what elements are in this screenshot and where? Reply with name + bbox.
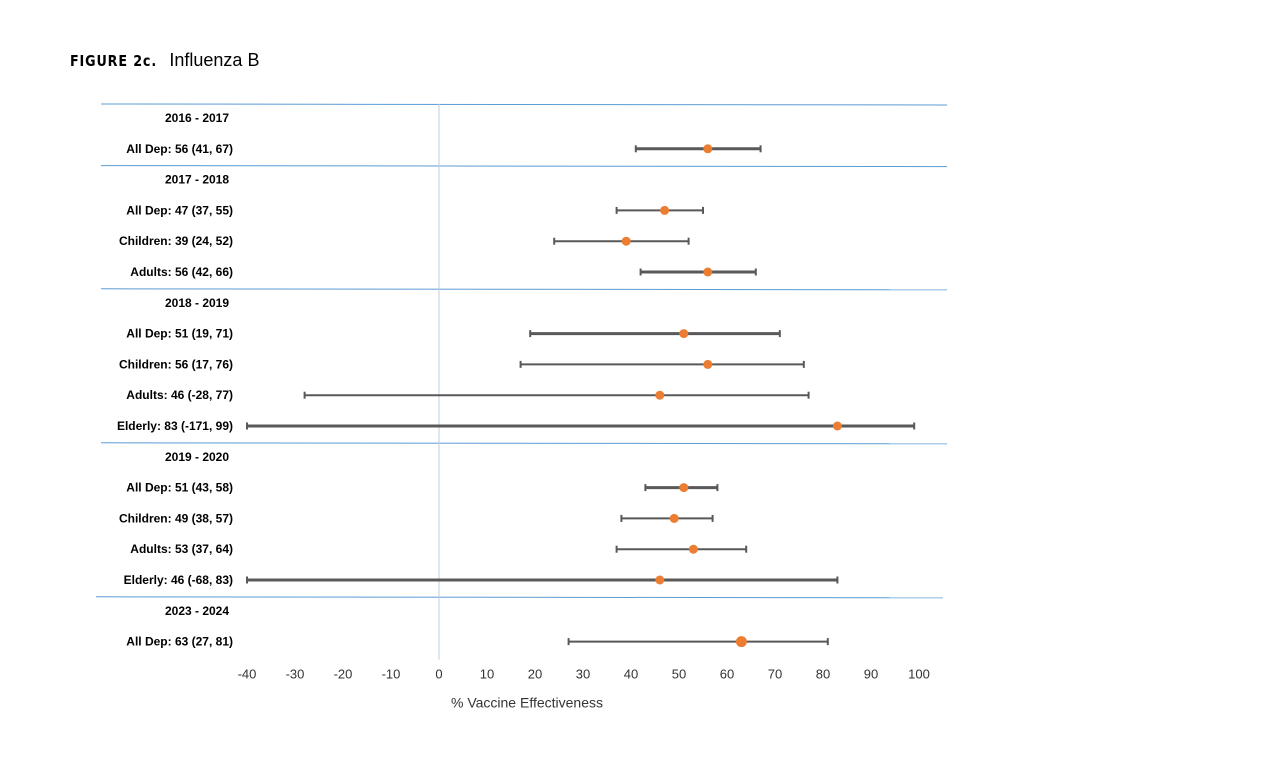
estimate-row: All Dep: 51 (19, 71) bbox=[126, 327, 781, 341]
x-tick-label: -10 bbox=[382, 667, 401, 682]
point-estimate bbox=[669, 513, 679, 523]
x-tick-label: 50 bbox=[672, 667, 686, 682]
estimate-row: Elderly: 83 (-171, 99) bbox=[117, 419, 916, 433]
point-estimate bbox=[679, 329, 689, 339]
season-label: 2016 - 2017 bbox=[165, 111, 229, 125]
group-header: 2019 - 2020 bbox=[165, 450, 229, 464]
figure-label: FIGURE 2c. bbox=[70, 52, 158, 70]
separator-line bbox=[100, 103, 948, 106]
x-axis-label: % Vaccine Effectiveness bbox=[451, 695, 603, 711]
estimate-row: All Dep: 56 (41, 67) bbox=[126, 142, 762, 156]
estimate-row: Adults: 56 (42, 66) bbox=[130, 265, 757, 279]
row-label: All Dep: 51 (43, 58) bbox=[126, 481, 233, 495]
point-estimate bbox=[655, 575, 665, 585]
season-label: 2018 - 2019 bbox=[165, 296, 229, 310]
group-header: 2023 - 2024 bbox=[165, 604, 229, 618]
season-label: 2023 - 2024 bbox=[165, 604, 229, 618]
x-tick-label: 90 bbox=[864, 667, 878, 682]
estimate-row: Adults: 53 (37, 64) bbox=[130, 542, 748, 556]
x-tick-label: -20 bbox=[334, 667, 353, 682]
point-estimate bbox=[703, 144, 713, 154]
estimate-row: Adults: 46 (-28, 77) bbox=[126, 388, 810, 402]
estimate-row: Children: 56 (17, 76) bbox=[119, 357, 805, 371]
row-label: All Dep: 63 (27, 81) bbox=[126, 635, 233, 649]
group-header: 2016 - 2017 bbox=[165, 111, 229, 125]
x-tick-label: 20 bbox=[528, 667, 542, 682]
x-axis: -40 -30 -20 -10 0 10 20 30 40 50 60 70 80 90 100 bbox=[238, 667, 930, 682]
separator-line bbox=[95, 596, 944, 599]
point-estimate bbox=[621, 236, 631, 246]
x-tick-label: 70 bbox=[768, 667, 782, 682]
row-label: All Dep: 47 (37, 55) bbox=[126, 203, 233, 217]
x-tick-label: -40 bbox=[238, 667, 257, 682]
row-label: Adults: 46 (-28, 77) bbox=[126, 388, 233, 402]
row-label: All Dep: 51 (19, 71) bbox=[126, 327, 233, 341]
point-estimate bbox=[832, 421, 842, 431]
group-header: 2018 - 2019 bbox=[165, 296, 229, 310]
separator-line bbox=[100, 288, 948, 291]
estimate-row: Children: 49 (38, 57) bbox=[119, 511, 714, 525]
separator-line bbox=[100, 165, 948, 168]
row-label: Elderly: 46 (-68, 83) bbox=[124, 573, 233, 587]
x-tick-label: 40 bbox=[624, 667, 638, 682]
plot-rows: 2016 - 2017 All Dep: 56 (41, 67) 2017 - 20… bbox=[117, 111, 916, 649]
row-label: Adults: 56 (42, 66) bbox=[130, 265, 233, 279]
point-estimate bbox=[703, 267, 713, 277]
x-tick-label: 80 bbox=[816, 667, 830, 682]
row-label: Adults: 53 (37, 64) bbox=[130, 542, 233, 556]
figure-title: FIGURE 2c. Influenza B bbox=[70, 50, 259, 71]
estimate-row: All Dep: 63 (27, 81) bbox=[126, 635, 829, 649]
season-label: 2017 - 2018 bbox=[165, 173, 229, 187]
separator-lines bbox=[95, 103, 948, 599]
point-estimate bbox=[679, 483, 689, 493]
figure-subtitle: Influenza B bbox=[169, 50, 260, 70]
row-label: Children: 49 (38, 57) bbox=[119, 511, 233, 525]
point-estimate bbox=[735, 636, 747, 648]
estimate-row: All Dep: 51 (43, 58) bbox=[126, 481, 719, 495]
group-header: 2017 - 2018 bbox=[165, 173, 229, 187]
x-tick-label: 10 bbox=[480, 667, 494, 682]
row-label: Elderly: 83 (-171, 99) bbox=[117, 419, 233, 433]
estimate-row: All Dep: 47 (37, 55) bbox=[126, 203, 704, 217]
x-tick-label: -30 bbox=[286, 667, 305, 682]
x-tick-label: 0 bbox=[435, 667, 442, 682]
estimate-row: Elderly: 46 (-68, 83) bbox=[124, 573, 839, 587]
row-label: All Dep: 56 (41, 67) bbox=[126, 142, 233, 156]
row-label: Children: 56 (17, 76) bbox=[119, 357, 233, 371]
point-estimate bbox=[655, 390, 665, 400]
row-label: Children: 39 (24, 52) bbox=[119, 234, 233, 248]
estimate-row: Children: 39 (24, 52) bbox=[119, 234, 690, 248]
x-tick-label: 30 bbox=[576, 667, 590, 682]
separator-line bbox=[100, 442, 948, 445]
point-estimate bbox=[703, 359, 713, 369]
point-estimate bbox=[660, 205, 670, 215]
x-tick-label: 100 bbox=[908, 667, 930, 682]
point-estimate bbox=[688, 544, 698, 554]
season-label: 2019 - 2020 bbox=[165, 450, 229, 464]
x-tick-label: 60 bbox=[720, 667, 734, 682]
